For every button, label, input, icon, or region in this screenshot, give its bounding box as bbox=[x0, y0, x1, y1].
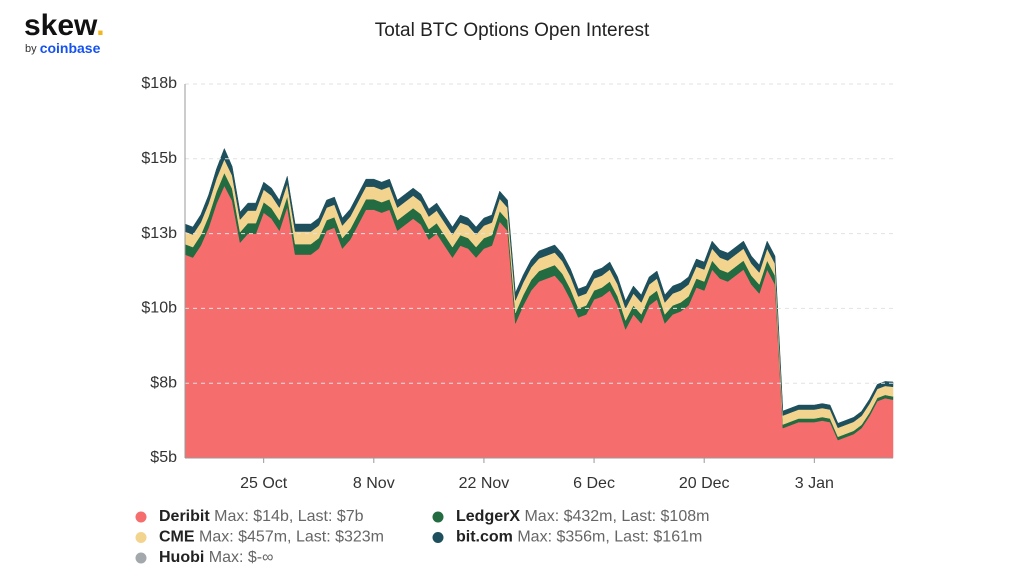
logo-dot: . bbox=[96, 9, 104, 42]
plot bbox=[184, 147, 894, 459]
x-tick-label: 6 Dec bbox=[573, 475, 615, 492]
chart-title: Total BTC Options Open Interest bbox=[375, 20, 650, 41]
legend-name: LedgerX bbox=[456, 508, 520, 525]
logo: skew. bbox=[24, 9, 105, 42]
y-tick-label: $10b bbox=[141, 300, 177, 317]
legend-stats: Max: $-∞ bbox=[209, 549, 274, 566]
legend-stats: Max: $432m, Last: $108m bbox=[524, 508, 709, 525]
logo-brand: coinbase bbox=[40, 40, 101, 56]
x-tick-label: 20 Dec bbox=[679, 475, 730, 492]
legend-item: bit.com Max: $356m, Last: $161m bbox=[432, 529, 702, 546]
legend-name: Deribit bbox=[159, 508, 210, 525]
area bbox=[184, 147, 894, 429]
legend-marker bbox=[135, 511, 147, 523]
legend-marker bbox=[135, 552, 147, 564]
legend-text: LedgerX Max: $432m, Last: $108m bbox=[456, 508, 709, 525]
legend-marker bbox=[135, 532, 147, 543]
legend-name: Huobi bbox=[159, 549, 204, 566]
logo-sub: by coinbase bbox=[25, 40, 101, 56]
y-tick-label: $18b bbox=[141, 75, 177, 92]
x-tick-label: 22 Nov bbox=[459, 475, 510, 492]
legend-text: Huobi Max: $-∞ bbox=[159, 549, 274, 566]
logo-word: skew bbox=[24, 9, 98, 42]
legend-stats: Max: $356m, Last: $161m bbox=[517, 529, 702, 546]
logo-by: by bbox=[25, 43, 37, 55]
legend-name: bit.com bbox=[456, 529, 513, 546]
x-tick-label: 3 Jan bbox=[795, 475, 834, 492]
legend-text: Deribit Max: $14b, Last: $7b bbox=[159, 508, 364, 525]
legend-text: CME Max: $457m, Last: $323m bbox=[159, 529, 384, 546]
legend-name: CME bbox=[159, 529, 195, 546]
legend-item: CME Max: $457m, Last: $323m bbox=[135, 529, 384, 546]
legend-stats: Max: $14b, Last: $7b bbox=[214, 508, 364, 525]
legend-stats: Max: $457m, Last: $323m bbox=[199, 529, 384, 546]
y-tick-label: $8b bbox=[150, 374, 177, 391]
x-tick-label: 25 Oct bbox=[240, 475, 288, 492]
legend-item: Deribit Max: $14b, Last: $7b bbox=[135, 508, 364, 525]
legend-marker bbox=[432, 532, 444, 543]
y-tick-label: $15b bbox=[141, 150, 177, 167]
y-tick-label: $13b bbox=[141, 225, 177, 242]
y-tick-label: $5b bbox=[150, 449, 177, 466]
legend-item: Huobi Max: $-∞ bbox=[135, 549, 274, 566]
legend-item: LedgerX Max: $432m, Last: $108m bbox=[432, 508, 709, 525]
legend-marker bbox=[432, 511, 444, 523]
legend-text: bit.com Max: $356m, Last: $161m bbox=[456, 529, 702, 546]
x-tick-label: 8 Nov bbox=[353, 475, 395, 492]
